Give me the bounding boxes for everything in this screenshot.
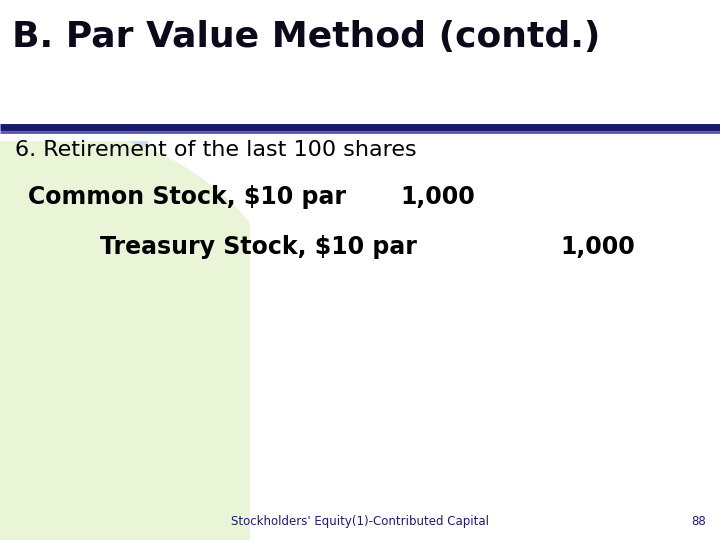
- Circle shape: [0, 130, 310, 540]
- Text: B. Par Value Method (contd.): B. Par Value Method (contd.): [12, 20, 600, 54]
- Bar: [0, 0, 720, 140]
- Text: Common Stock, $10 par: Common Stock, $10 par: [28, 185, 346, 209]
- Text: 1,000: 1,000: [560, 235, 635, 259]
- Text: 6. Retirement of the last 100 shares: 6. Retirement of the last 100 shares: [15, 140, 417, 160]
- Text: 88: 88: [691, 515, 706, 528]
- Text: Stockholders' Equity(1)-Contributed Capital: Stockholders' Equity(1)-Contributed Capi…: [231, 515, 489, 528]
- Text: Treasury Stock, $10 par: Treasury Stock, $10 par: [100, 235, 417, 259]
- Bar: [250, 140, 720, 540]
- Circle shape: [0, 0, 170, 250]
- Text: 1,000: 1,000: [400, 185, 474, 209]
